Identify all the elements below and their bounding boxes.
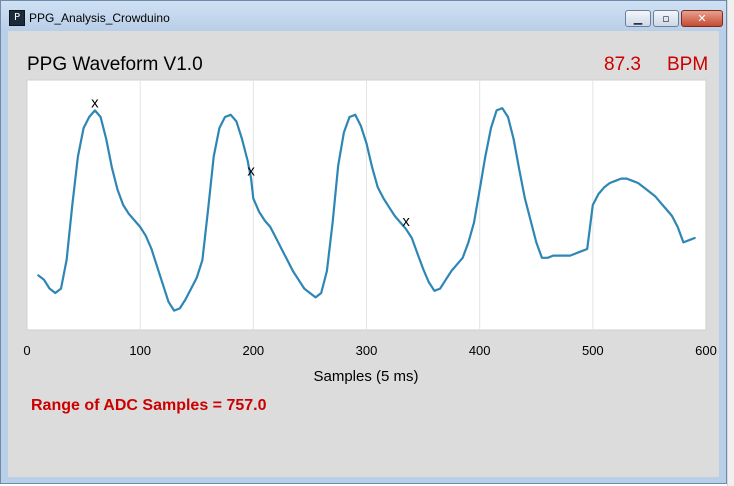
x-tick-label-500: 500 xyxy=(582,343,604,358)
ppg-series-line xyxy=(37,107,696,312)
x-tick-labels: 0 100 200 300 400 500 600 xyxy=(23,343,716,358)
maximize-button[interactable]: ▫ xyxy=(653,10,679,27)
peak-marker: x xyxy=(91,94,99,111)
x-tick-label-200: 200 xyxy=(242,343,264,358)
x-tick-label-0: 0 xyxy=(23,343,30,358)
peak-marker: x xyxy=(247,163,255,180)
x-tick-label-100: 100 xyxy=(129,343,151,358)
window-title: PPG_Analysis_Crowduino xyxy=(29,11,170,25)
close-button[interactable]: ✕ xyxy=(681,10,723,27)
window-controls: ▁ ▫ ✕ xyxy=(623,10,723,27)
x-tick-label-400: 400 xyxy=(469,343,491,358)
maximize-icon: ▫ xyxy=(662,12,670,25)
peak-marker: x xyxy=(402,213,410,230)
bpm-unit: BPM xyxy=(667,54,708,75)
close-icon: ✕ xyxy=(697,12,707,25)
x-tick-label-300: 300 xyxy=(356,343,378,358)
grid-lines xyxy=(139,80,594,330)
minimize-icon: ▁ xyxy=(633,12,643,25)
minimize-button[interactable]: ▁ xyxy=(625,10,651,27)
adc-range-text: Range of ADC Samples = 757.0 xyxy=(31,397,267,414)
x-axis-label: Samples (5 ms) xyxy=(313,368,418,385)
background-scrollbar[interactable] xyxy=(727,0,734,486)
bpm-value: 87.3 xyxy=(604,54,641,75)
x-tick-label-600: 600 xyxy=(695,343,717,358)
peak-markers: x x x xyxy=(91,94,410,230)
title-bar[interactable]: P PPG_Analysis_Crowduino ▁ ▫ ✕ xyxy=(1,1,726,31)
waveform-heading: PPG Waveform V1.0 xyxy=(27,54,203,75)
app-icon: P xyxy=(9,10,25,26)
